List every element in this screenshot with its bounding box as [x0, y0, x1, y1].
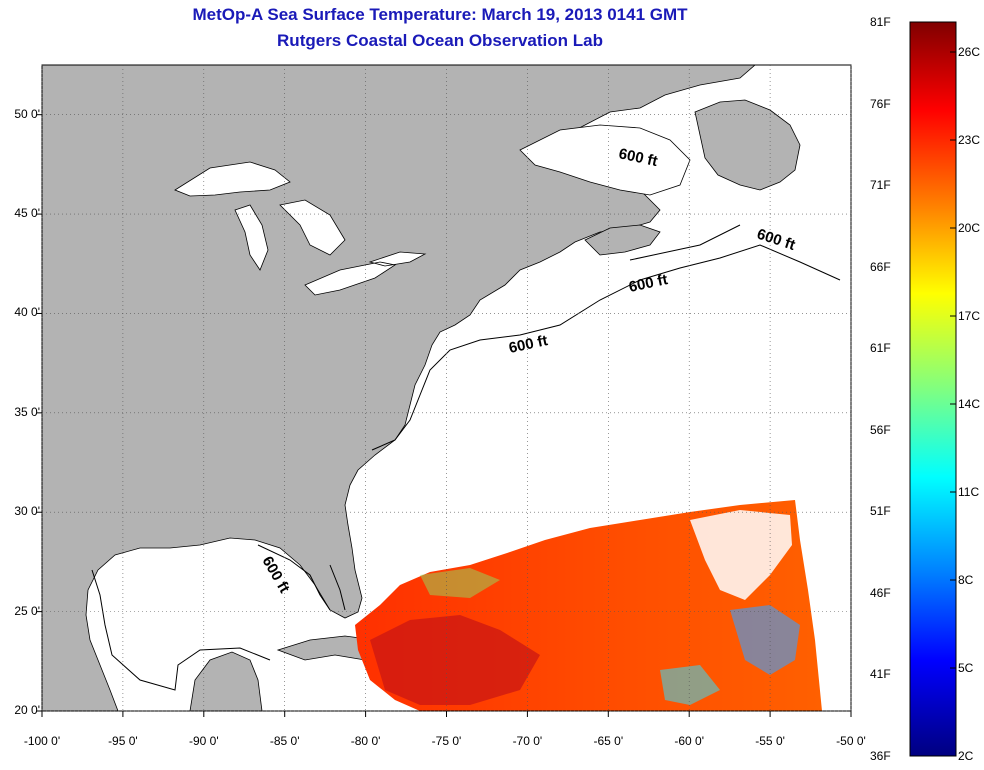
sst-cloud-area: [690, 510, 792, 600]
axis-ticks: [37, 114, 852, 717]
lat-tick-label: 35 0': [14, 404, 40, 419]
lat-tick-label: 50 0': [14, 106, 40, 121]
depth-contour-600ft: [91, 224, 841, 691]
lon-tick-label: -95 0': [108, 734, 138, 748]
gulf-st-lawrence: [519, 124, 691, 196]
colorbar-f-label: 76F: [870, 96, 891, 111]
land-nova-scotia: [584, 224, 661, 256]
colorbar-f-label: 56F: [870, 422, 891, 437]
colorbar-c-label: 2C: [958, 749, 974, 763]
lon-tick-label: -100 0': [23, 734, 61, 748]
colorbar-f-label: 41F: [870, 667, 891, 682]
map-subtitle: Rutgers Coastal Ocean Observation Lab: [277, 31, 603, 50]
lat-tick-label: 30 0': [14, 504, 40, 519]
lat-tick-label: 25 0': [14, 603, 40, 618]
colorbar-ticks: [950, 51, 956, 757]
colorbar-f-label: 61F: [870, 341, 891, 356]
colorbar-c-label: 8C: [958, 573, 974, 587]
sst-cool-patch-2: [660, 665, 720, 705]
colorbar-c-label: 11C: [958, 485, 980, 499]
colorbar-c-label: 17C: [958, 309, 981, 323]
colorbar-f-label: 81F: [870, 15, 891, 29]
colorbar-c-label: 26C: [958, 45, 981, 59]
land-yucatan: [189, 651, 263, 711]
lake-erie-ontario: [304, 251, 427, 296]
lon-tick-label: -85 0': [269, 734, 300, 748]
sst-cool-patch: [730, 605, 800, 675]
colorbar-c-label: 5C: [958, 661, 974, 675]
lon-tick-label: -50 0': [836, 734, 866, 748]
lon-tick-label: -65 0': [593, 734, 624, 748]
lake-michigan-huron: [234, 199, 346, 271]
lon-tick-label: -90 0': [188, 734, 219, 748]
colorbar-c-label: 23C: [958, 133, 981, 147]
land-newfoundland: [694, 99, 801, 191]
colorbar: [909, 21, 957, 757]
lon-tick-label: -70 0': [512, 734, 543, 748]
colorbar-f-label: 66F: [870, 259, 891, 274]
colorbar-f-label: 36F: [870, 749, 891, 763]
lat-tick-label: 40 0': [14, 305, 40, 320]
colorbar-f-label: 51F: [870, 504, 891, 519]
colorbar-f-label: 46F: [870, 585, 891, 600]
lat-tick-label: 45 0': [14, 206, 40, 221]
lat-tick-label: 20 0': [14, 703, 40, 717]
lon-tick-label: -60 0': [674, 734, 705, 748]
lon-tick-label: -55 0': [755, 734, 785, 748]
colorbar-f-label: 71F: [870, 178, 891, 193]
lon-tick-label: -75 0': [431, 734, 462, 748]
sst-green-patch: [420, 568, 500, 598]
map-title: MetOp-A Sea Surface Temperature: March 1…: [192, 5, 688, 24]
sst-warm-core: [370, 615, 540, 705]
lake-superior: [174, 161, 291, 197]
lon-tick-label: -80 0': [350, 734, 381, 748]
colorbar-c-label: 20C: [958, 221, 981, 235]
colorbar-c-label: 14C: [958, 397, 981, 411]
